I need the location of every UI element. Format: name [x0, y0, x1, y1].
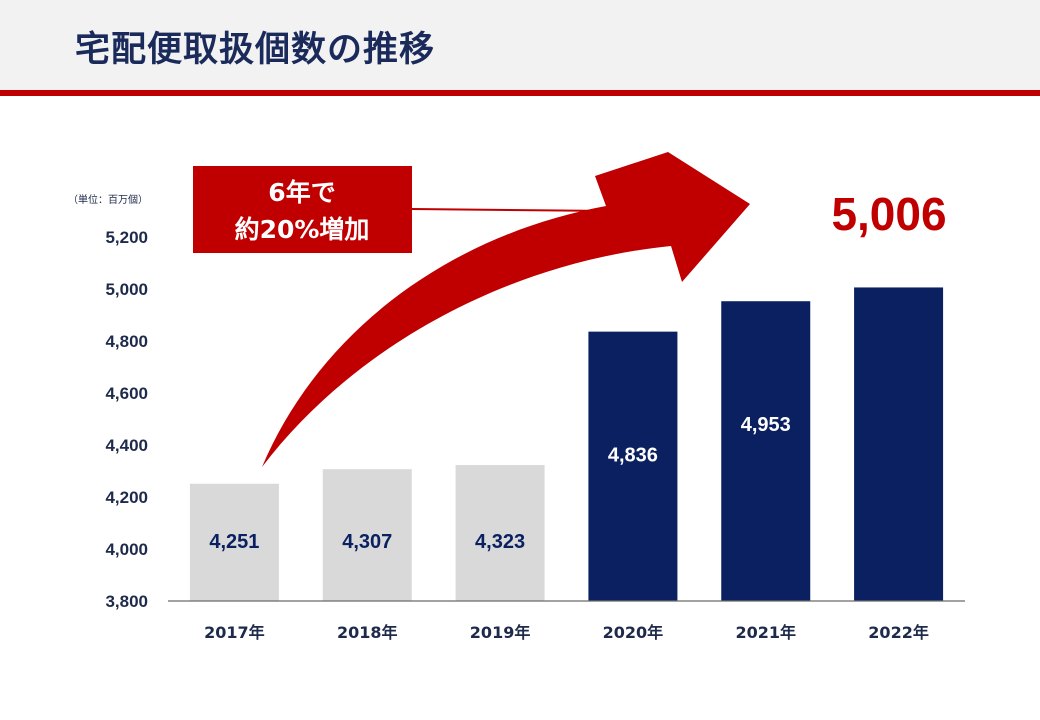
y-tick-label: 3,800 — [105, 592, 148, 611]
callout-line-2: 約20%増加 — [235, 215, 370, 244]
growth-arrow — [262, 152, 750, 467]
x-axis: 2017年 2018年 2019年 2020年 2021年 2022年 — [204, 623, 929, 642]
callout-leader-line — [411, 208, 613, 212]
y-tick-label: 4,200 — [105, 488, 148, 507]
y-tick-label: 4,000 — [105, 540, 148, 559]
y-tick-label: 4,800 — [105, 332, 148, 351]
x-tick-label: 2019年 — [470, 623, 531, 642]
bar-value-label: 4,323 — [475, 531, 525, 553]
bar-2020年 — [588, 331, 678, 601]
y-tick-label: 5,200 — [105, 228, 148, 247]
bar-value-label: 4,836 — [608, 445, 658, 467]
y-axis-unit-label: （単位：百万個） — [68, 193, 148, 206]
bars: 4,251 4,307 4,323 4,836 4,953 — [189, 287, 944, 601]
header-bar — [0, 0, 1040, 90]
x-tick-label: 2022年 — [868, 623, 929, 642]
page-title: 宅配便取扱個数の推移 — [75, 30, 436, 70]
bar-2019年 — [455, 465, 545, 601]
highlight-value: 5,006 — [831, 188, 946, 240]
header-accent-line — [0, 90, 1040, 96]
y-tick-label: 4,400 — [105, 436, 148, 455]
bar-2018年 — [322, 469, 412, 601]
x-tick-label: 2021年 — [735, 623, 796, 642]
bar-value-label: 4,953 — [741, 414, 791, 436]
y-tick-label: 4,600 — [105, 384, 148, 403]
y-axis: （単位：百万個） 3,800 4,000 4,200 4,400 4,600 4,800 5,… — [68, 193, 148, 611]
x-tick-label: 2017年 — [204, 623, 265, 642]
callout-box — [193, 166, 412, 253]
bar-2017年 — [189, 483, 279, 601]
bar-2021年 — [721, 301, 811, 601]
x-tick-label: 2018年 — [337, 623, 398, 642]
bar-value-label: 4,307 — [342, 531, 392, 553]
x-tick-label: 2020年 — [603, 623, 664, 642]
y-tick-label: 5,000 — [105, 280, 148, 299]
callout-line-1: 6年で — [268, 178, 335, 207]
bar-value-label: 4,251 — [209, 531, 259, 553]
bar-2022年 — [854, 287, 944, 601]
